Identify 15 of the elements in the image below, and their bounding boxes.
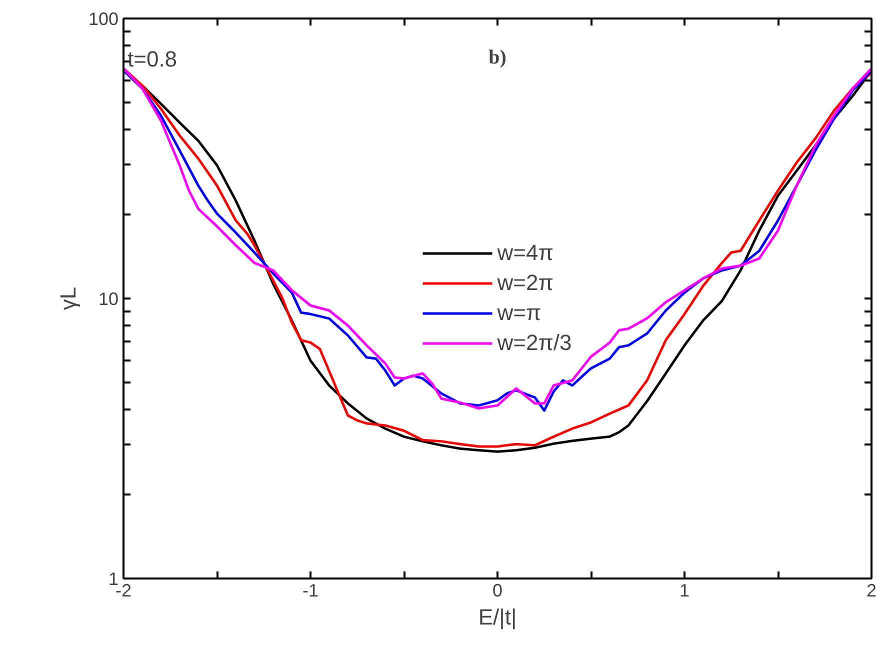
y-tick-label: 10 bbox=[98, 289, 119, 309]
y-tick-label: 100 bbox=[88, 9, 119, 29]
legend-label: w=2π bbox=[497, 270, 554, 296]
x-tick-label: 0 bbox=[492, 580, 503, 600]
x-axis-title: E/|t| bbox=[478, 604, 517, 630]
x-tick-label: -2 bbox=[116, 580, 132, 600]
legend-label: w=π bbox=[497, 300, 542, 326]
x-tick-label: 1 bbox=[679, 580, 690, 600]
legend-label: w=4π bbox=[497, 240, 554, 266]
x-tick-label: -1 bbox=[302, 580, 319, 600]
y-axis-title: γL bbox=[55, 286, 80, 310]
legend-label: w=2π/3 bbox=[497, 330, 572, 356]
annotation: b) bbox=[488, 46, 506, 68]
annotation: t=0.8 bbox=[128, 46, 178, 72]
x-tick-label: 2 bbox=[866, 580, 877, 600]
